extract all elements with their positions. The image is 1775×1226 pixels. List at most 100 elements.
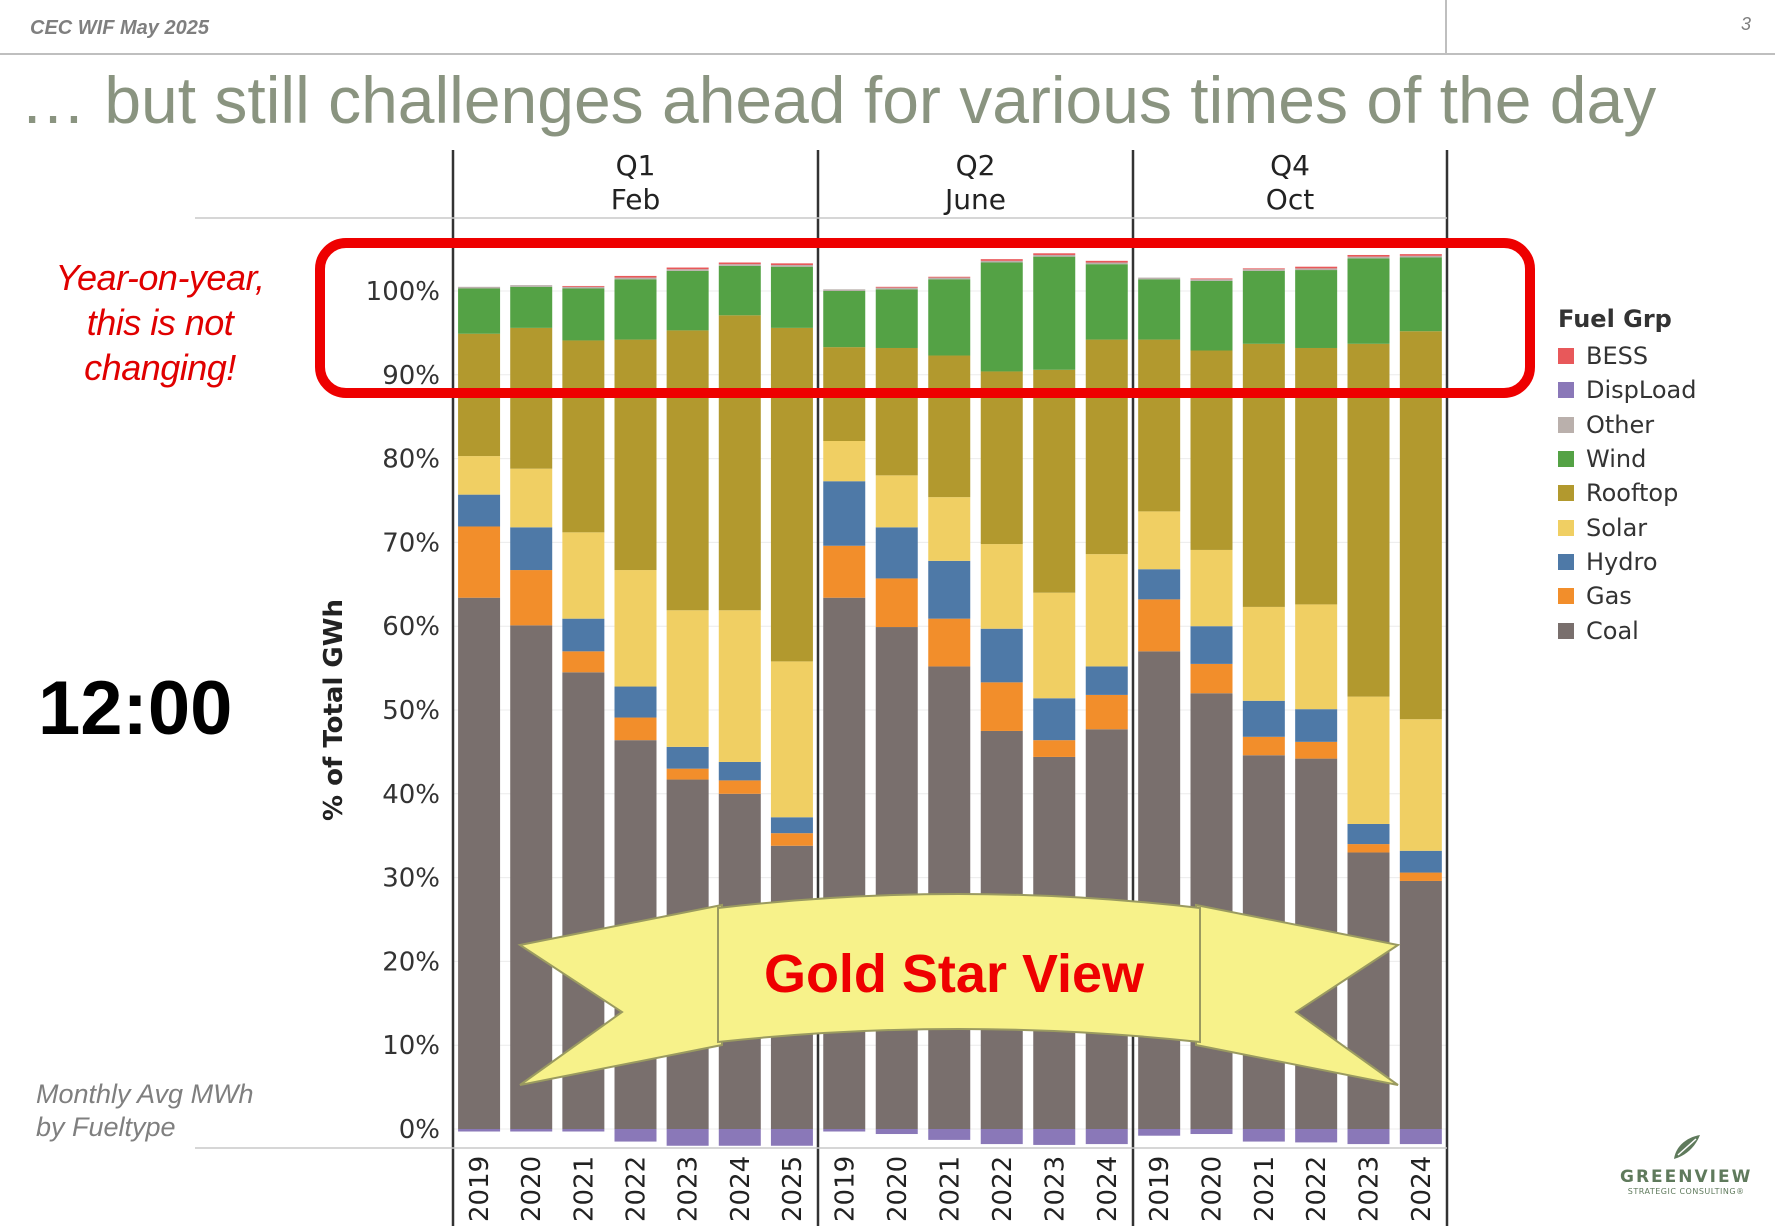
monthly-note: Monthly Avg MWh by Fueltype [36, 1078, 254, 1144]
legend-label: DispLoad [1586, 376, 1697, 405]
x-tick-label: 2023 [674, 1156, 704, 1222]
bar-segment-dispload [1033, 1129, 1076, 1145]
bar-segment-other [1347, 256, 1390, 259]
legend-item: BESS [1558, 339, 1696, 373]
bar-segment-rooftop [562, 340, 605, 533]
legend: Fuel Grp BESS DispLoad Other Wind Rooftop Sol… [1558, 305, 1696, 648]
leaf-icon [1674, 1135, 1701, 1159]
bar-segment-wind [1085, 264, 1128, 340]
ribbon-left-tail [517, 903, 723, 1086]
bar-segment-coal [875, 627, 918, 1129]
bar-segment-rooftop [718, 315, 761, 611]
bar-segment-coal [458, 597, 501, 1129]
x-tick-label: 2019 [1145, 1156, 1175, 1222]
x-tick-label: 2024 [1093, 1156, 1123, 1222]
legend-title: Fuel Grp [1558, 305, 1672, 333]
bar-segment-other [1033, 254, 1076, 257]
bar-segment-hydro [1085, 666, 1128, 695]
bar-segment-gas [510, 570, 553, 626]
bar-segment-dispload [718, 1129, 761, 1146]
bar-segment-rooftop [1085, 339, 1128, 555]
y-tick-label: 50% [382, 696, 440, 726]
legend-label: Other [1586, 410, 1655, 439]
bar-segment-hydro [1399, 850, 1442, 873]
bar-segment-dispload [1399, 1129, 1442, 1145]
legend-item: Other [1558, 408, 1696, 442]
bar-segment-solar [1295, 604, 1338, 710]
bar-segment-other [980, 260, 1023, 263]
bar-segment-rooftop [1033, 369, 1076, 593]
bar-segment-dispload [875, 1129, 918, 1135]
bar-segment-hydro [1242, 700, 1285, 737]
bar-segment-rooftop [1190, 350, 1233, 550]
bar-segment-wind [1190, 280, 1233, 351]
yoy-line-1: Year-on-year, [55, 257, 265, 298]
bar-segment-dispload [823, 1129, 866, 1132]
bar-segment-other [823, 289, 866, 291]
legend-items: BESS DispLoad Other Wind Rooftop Solar Hydro Ga… [1558, 339, 1696, 648]
bar-segment-gas [875, 578, 918, 628]
bar-segment-gas [1242, 736, 1285, 756]
bar-segment-dispload [770, 1129, 813, 1146]
bar-segment-gas [980, 682, 1023, 731]
x-tick-label: 2020 [883, 1156, 913, 1222]
x-tick-label: 2023 [1040, 1156, 1070, 1222]
bar-segment-other [1085, 262, 1128, 265]
y-axis-label: % of Total GWh [319, 599, 349, 821]
x-tick-label: 2022 [988, 1156, 1018, 1222]
y-tick-label: 60% [382, 612, 440, 642]
yoy-callout: Year-on-year, this is not changing! [20, 255, 300, 390]
bar-segment-wind [1347, 258, 1390, 344]
bar-segment-solar [875, 475, 918, 528]
legend-item: Hydro [1558, 545, 1696, 579]
bar-segment-hydro [980, 628, 1023, 683]
legend-item: Wind [1558, 442, 1696, 476]
bar-segment-bess [1085, 260, 1128, 263]
bar-segment-solar [1033, 592, 1076, 699]
bar-segment-wind [614, 279, 657, 340]
bar-segment-wind [510, 286, 553, 328]
legend-label: Gas [1586, 582, 1632, 611]
bar-segment-wind [875, 289, 918, 348]
bar-segment-gas [666, 768, 709, 780]
panel-month-label: June [943, 183, 1006, 216]
bar-segment-bess [562, 285, 605, 287]
legend-swatch [1558, 553, 1574, 570]
legend-label: Coal [1586, 616, 1639, 645]
x-tick-label: 2020 [1198, 1156, 1228, 1222]
bar-segment-bess [1242, 268, 1285, 270]
bar-segment-other [614, 277, 657, 280]
bar-segment-bess [875, 286, 918, 288]
bar-segment-hydro [510, 527, 553, 571]
x-tick-label: 2024 [726, 1156, 756, 1222]
highlight-box [315, 238, 1535, 398]
x-tick-label: 2021 [935, 1156, 965, 1222]
bar-segment-other [718, 264, 761, 266]
legend-item: Solar [1558, 510, 1696, 544]
legend-label: Rooftop [1586, 479, 1679, 508]
yoy-line-3: changing! [84, 347, 236, 388]
bar-segment-solar [458, 456, 501, 495]
bar-segment-gas [1295, 741, 1338, 759]
bar-segment-dispload [1295, 1129, 1338, 1143]
legend-swatch [1558, 588, 1574, 605]
bar-segment-solar [614, 570, 657, 687]
bar-segment-wind [1033, 256, 1076, 370]
bar-segment-other [666, 269, 709, 271]
bar-segment-gas [458, 526, 501, 598]
y-tick-label: 20% [382, 947, 440, 977]
bar-segment-solar [1138, 511, 1181, 570]
bar-segment-wind [666, 270, 709, 331]
bar-segment-bess [666, 267, 709, 270]
x-tick-label: 2022 [1302, 1156, 1332, 1222]
bar-segment-rooftop [875, 347, 918, 476]
bar-segment-wind [458, 288, 501, 334]
header-source: CEC WIF May 2025 [30, 17, 209, 39]
bar-segment-other [1399, 255, 1442, 258]
bar-segment-dispload [1138, 1129, 1181, 1136]
bar-segment-dispload [980, 1129, 1023, 1145]
bar-segment-bess [1399, 254, 1442, 256]
bar-segment-solar [928, 497, 971, 561]
y-tick-label: 0% [399, 1115, 440, 1145]
ribbon-banner [717, 893, 1201, 1044]
